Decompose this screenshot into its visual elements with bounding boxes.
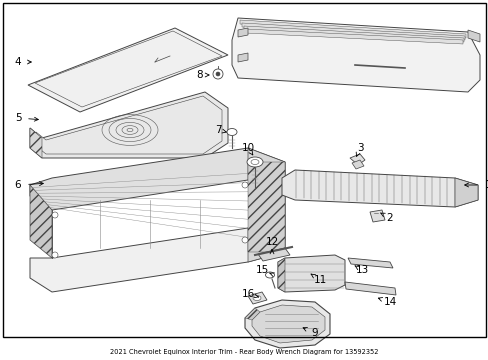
Polygon shape	[242, 23, 464, 40]
Circle shape	[52, 212, 58, 218]
Polygon shape	[231, 18, 479, 92]
Text: 14: 14	[383, 297, 396, 307]
Circle shape	[242, 237, 247, 243]
Polygon shape	[351, 160, 363, 169]
Polygon shape	[258, 248, 289, 261]
Polygon shape	[454, 178, 477, 207]
Polygon shape	[349, 154, 364, 165]
Text: 7: 7	[214, 125, 221, 135]
Polygon shape	[30, 92, 227, 158]
Polygon shape	[244, 308, 260, 320]
Polygon shape	[30, 148, 285, 210]
Polygon shape	[247, 292, 266, 304]
Text: 10: 10	[241, 143, 254, 153]
Polygon shape	[347, 258, 392, 268]
Ellipse shape	[226, 129, 237, 135]
Polygon shape	[369, 210, 384, 222]
Polygon shape	[30, 185, 52, 258]
Text: 11: 11	[313, 275, 326, 285]
Polygon shape	[251, 305, 325, 343]
Polygon shape	[247, 162, 285, 252]
Circle shape	[216, 72, 220, 76]
Text: 5: 5	[15, 113, 21, 123]
Text: 3: 3	[356, 143, 363, 153]
Polygon shape	[36, 96, 222, 154]
Text: 2021 Chevrolet Equinox Interior Trim - Rear Body Wrench Diagram for 13592352: 2021 Chevrolet Equinox Interior Trim - R…	[110, 349, 378, 355]
Polygon shape	[30, 228, 285, 292]
Polygon shape	[278, 258, 285, 292]
Polygon shape	[28, 28, 227, 112]
Text: 15: 15	[255, 265, 268, 275]
Circle shape	[242, 182, 247, 188]
Text: 6: 6	[15, 180, 21, 190]
Text: 1: 1	[484, 180, 488, 190]
Text: 2: 2	[386, 213, 392, 223]
Polygon shape	[282, 170, 477, 207]
Polygon shape	[467, 30, 479, 42]
Polygon shape	[244, 26, 463, 42]
Polygon shape	[238, 28, 247, 37]
Polygon shape	[244, 300, 329, 348]
Polygon shape	[278, 255, 345, 292]
Circle shape	[52, 252, 58, 258]
Ellipse shape	[246, 157, 263, 167]
Text: 9: 9	[311, 328, 318, 338]
Text: 13: 13	[355, 265, 368, 275]
Polygon shape	[30, 128, 42, 158]
Ellipse shape	[252, 296, 261, 301]
Circle shape	[213, 69, 223, 79]
Polygon shape	[240, 20, 465, 38]
Text: 16: 16	[241, 289, 254, 299]
Polygon shape	[245, 29, 462, 44]
Text: 4: 4	[15, 57, 21, 67]
Polygon shape	[345, 282, 395, 295]
Polygon shape	[247, 148, 285, 262]
Ellipse shape	[265, 272, 274, 278]
Ellipse shape	[250, 159, 259, 165]
Polygon shape	[35, 31, 222, 107]
Text: 8: 8	[196, 70, 203, 80]
Polygon shape	[238, 53, 247, 62]
Text: 12: 12	[265, 237, 278, 247]
